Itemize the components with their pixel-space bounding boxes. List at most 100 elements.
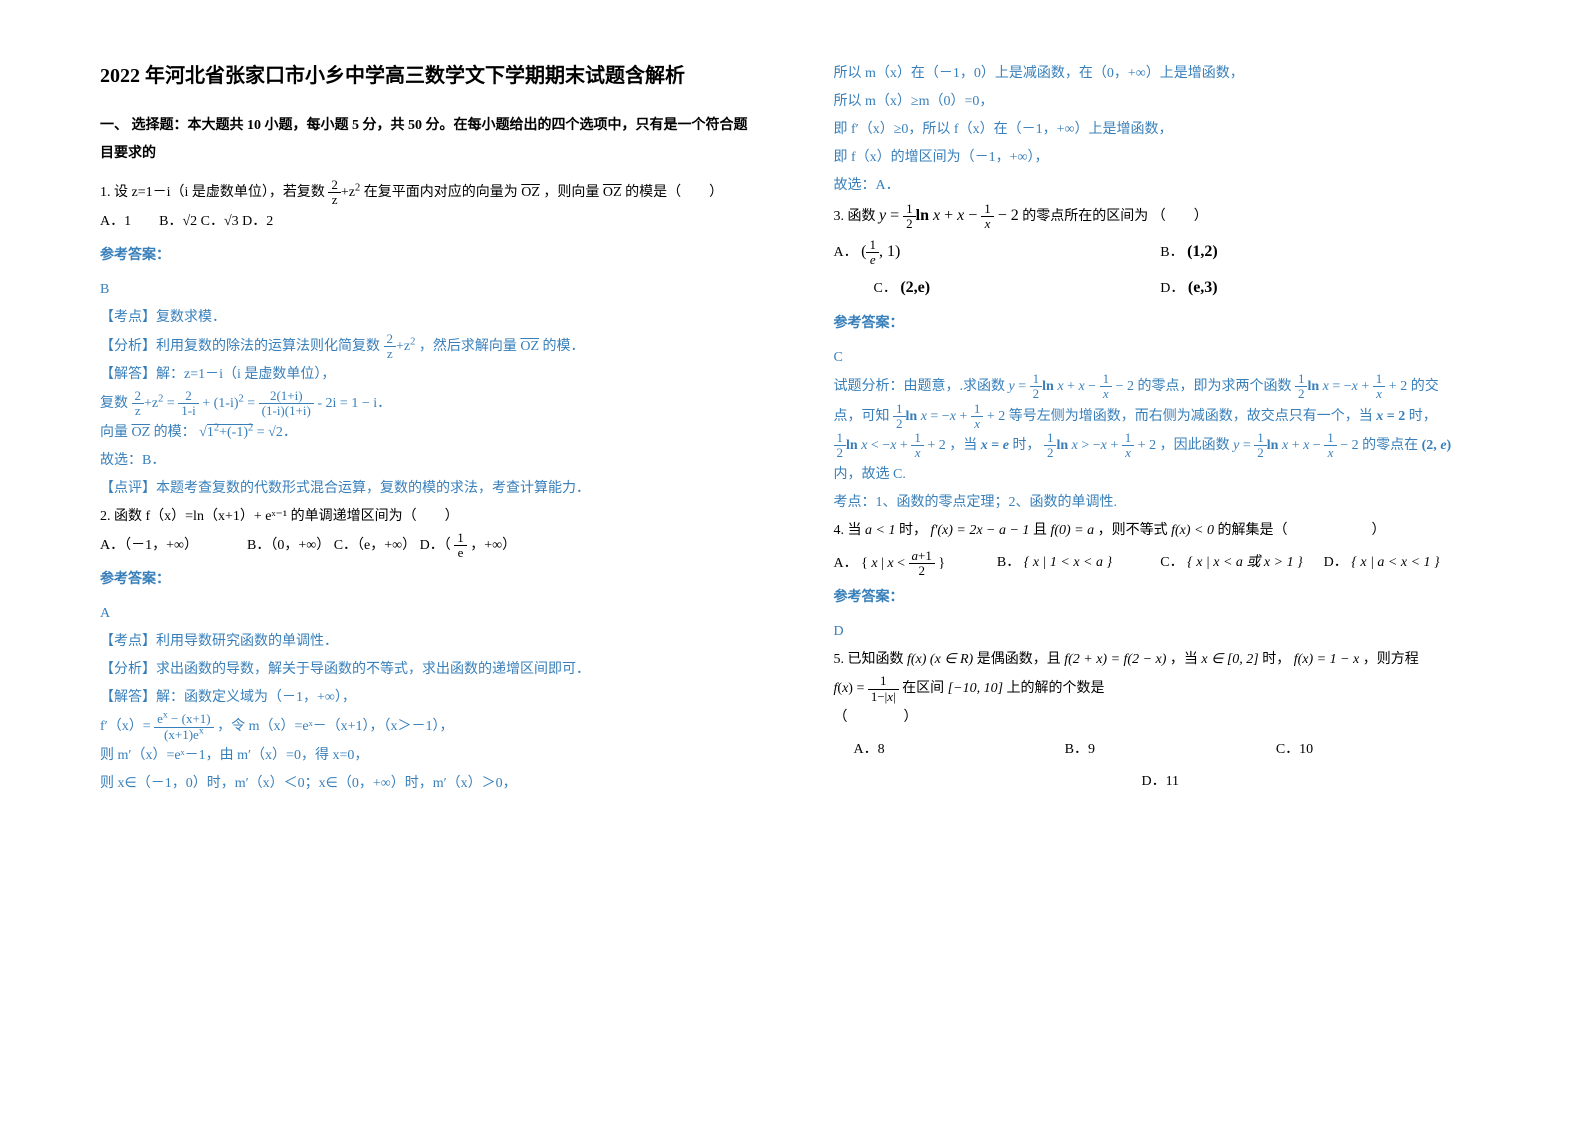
q3-optA-pre: A． bbox=[834, 245, 858, 260]
q2-r2: 所以 m（x）≥m（0）=0， bbox=[834, 88, 1488, 116]
vec-oz-4: OZ bbox=[132, 425, 151, 440]
q3-a2-f: 12ln x = −x + 1x + 2 bbox=[893, 409, 1005, 424]
q5-stem: 5. 已知函数 f(x) (x ∈ R) 是偶函数，且 f(2 + x) = f… bbox=[834, 646, 1488, 674]
q5-l2-int: [−10, 10] bbox=[948, 681, 1003, 696]
q3-a3-f2: 12ln x > −x + 1x + 2 bbox=[1044, 438, 1156, 453]
exam-title: 2022 年河北省张家口市小乡中学高三数学文下学期期末试题含解析 bbox=[100, 60, 754, 92]
q3-optB-val: (1,2) bbox=[1187, 243, 1218, 260]
q3-optB-pre: B． bbox=[1160, 245, 1183, 260]
q3-a3-int: (2, e) bbox=[1422, 438, 1452, 453]
q4-optA: A． bbox=[834, 556, 858, 571]
q3-a3-m3: ，因此函数 bbox=[1160, 438, 1230, 453]
q4-optC: C． bbox=[1160, 555, 1183, 570]
q3-a1-mid: 的零点，即为求两个函数 bbox=[1137, 379, 1291, 394]
q4-answer: D bbox=[834, 618, 1488, 646]
q2-options: A．（－1，+∞） B．（0，+∞） C．（e，+∞） D．（ 1e ，+∞） bbox=[100, 531, 754, 561]
q3-a1-f1: y = 12ln x + x − 1x − 2 bbox=[1009, 379, 1134, 394]
q2-r3: 即 f′（x）≥0，所以 f（x）在（－1，+∞）上是增函数， bbox=[834, 116, 1488, 144]
q4-a: a < 1 bbox=[865, 523, 895, 538]
q3-a3-f1: 12ln x < −x + 1x + 2 bbox=[834, 438, 946, 453]
q5-eq: f(x) = 11−|x| bbox=[834, 681, 899, 696]
q5-s3: f(2 + x) = f(2 − x) bbox=[1064, 652, 1166, 667]
q4-m2: 且 bbox=[1033, 523, 1051, 538]
q1-t5-pre: 向量 bbox=[100, 425, 128, 440]
q3-a2-pre: 点，可知 bbox=[834, 409, 890, 424]
q2-exp-3: 【解答】解：函数定义域为（－1，+∞）， bbox=[100, 684, 754, 712]
q1-exp-2: 【分析】利用复数的除法的运算法则化简复数 2z+z2 ，然后求解向量 OZ 的模… bbox=[100, 332, 754, 362]
q4-optD-v: { x | a < x < 1 } bbox=[1351, 555, 1439, 570]
q3-formula: y = 12ln x + x − 1x − 2 bbox=[879, 207, 1019, 224]
q4-optA-v: { x | x < a+12 } bbox=[861, 556, 945, 571]
q2-t4-pre: f′（x）= bbox=[100, 719, 154, 734]
q1-text-end2: 的模是（ ） bbox=[625, 185, 723, 200]
q2-exp-2: 【分析】求出函数的导数，解关于导函数的不等式，求出函数的递增区间即可． bbox=[100, 656, 754, 684]
q2-r4: 即 f（x）的增区间为（－1，+∞）， bbox=[834, 144, 1488, 172]
q1-t5-end: = √2． bbox=[257, 425, 297, 440]
q5-optB: B．9 bbox=[1065, 742, 1095, 757]
q3-opts-row2: C． (2,e) D． (e,3) bbox=[834, 272, 1488, 304]
q1-stem: 1. 设 z=1－i（i 是虚数单位），若复数 2z+z2 在复平面内对应的向量… bbox=[100, 178, 754, 208]
q1-t4-m1: + (1-i) bbox=[202, 396, 238, 411]
q4-m1: 时， bbox=[899, 523, 927, 538]
q4-f1: f'(x) = 2x − a − 1 bbox=[930, 523, 1029, 538]
q1-text-end: ，则向量 bbox=[543, 185, 599, 200]
q5-line2: f(x) = 11−|x| 在区间 [−10, 10] 上的解的个数是 bbox=[834, 674, 1488, 704]
q1-t5-mid: 的模： bbox=[154, 425, 196, 440]
answer-label-4: 参考答案： bbox=[834, 584, 1488, 612]
q3-a5: 考点：1、函数的零点定理；2、函数的单调性. bbox=[834, 489, 1488, 517]
q3-answer: C bbox=[834, 344, 1488, 372]
q2-opts-pre: A．（－1，+∞） B．（0，+∞） C．（e，+∞） D．（ bbox=[100, 538, 451, 553]
q1-t2-end: 的模． bbox=[543, 339, 585, 354]
q5-pre: 5. 已知函数 bbox=[834, 652, 904, 667]
q3-a2-x2: x = 2 bbox=[1376, 409, 1405, 424]
q2-answer: A bbox=[100, 600, 754, 628]
right-column: 所以 m（x）在（－1，0）上是减函数，在（0，+∞）上是增函数， 所以 m（x… bbox=[834, 60, 1488, 798]
q5-optD: D．11 bbox=[834, 768, 1488, 796]
q3-optC-pre: C． bbox=[874, 281, 897, 296]
q1-t4-pre: 复数 bbox=[100, 396, 128, 411]
vec-oz-3: OZ bbox=[520, 339, 539, 354]
q2-stem: 2. 函数 f（x）=ln（x+1）+ eˣ⁻¹ 的单调递增区间为（ ） bbox=[100, 503, 754, 531]
q1-answer: B bbox=[100, 276, 754, 304]
q2-frac-e: 1e bbox=[454, 531, 467, 561]
vec-oz-1: OZ bbox=[521, 185, 540, 200]
q3-a3-xe: x = e bbox=[981, 438, 1009, 453]
q2-frac-deriv: ex − (x+1)(x+1)ex bbox=[154, 712, 213, 742]
q1-frac-4: 21-i bbox=[178, 389, 198, 419]
q2-opts-post: ，+∞） bbox=[470, 538, 516, 553]
q1-frac-2: 2z bbox=[384, 332, 397, 362]
q3-opts-row1: A． (1e, 1) B． (1,2) bbox=[834, 236, 1488, 268]
q3-post: 的零点所在的区间为 （ ） bbox=[1022, 209, 1208, 224]
q5-s6: 时， bbox=[1262, 652, 1290, 667]
q5-l2-post: 上的解的个数是 bbox=[1007, 681, 1105, 696]
q1-options: A．1 B．√2 C．√3 D．2 bbox=[100, 208, 754, 236]
q1-exp-7: 【点评】本题考查复数的代数形式混合运算，复数的模的求法，考查计算能力． bbox=[100, 475, 754, 503]
q1-exp-5: 向量 OZ 的模： √12+(-1)2 = √2． bbox=[100, 419, 754, 447]
q1-t4-end: = 1 − i． bbox=[340, 396, 391, 411]
q3-a3-m1: ，当 bbox=[949, 438, 977, 453]
q4-post: 的解集是（ ） bbox=[1217, 523, 1385, 538]
q3-a3: 12ln x < −x + 1x + 2 ，当 x = e 时， 12ln x … bbox=[834, 431, 1488, 461]
q5-optA: A．8 bbox=[854, 742, 885, 757]
answer-label-3: 参考答案： bbox=[834, 310, 1488, 338]
q1-exp-6: 故选：B． bbox=[100, 447, 754, 475]
q4-m3: ，则不等式 bbox=[1098, 523, 1168, 538]
answer-label-1: 参考答案： bbox=[100, 242, 754, 270]
q5-s4: ，当 bbox=[1170, 652, 1198, 667]
q3-pre: 3. 函数 bbox=[834, 209, 876, 224]
q2-exp-6: 则 x∈（－1，0）时，m′（x）＜0；x∈（0，+∞）时，m′（x）＞0， bbox=[100, 770, 754, 798]
q3-a2-end: 时， bbox=[1409, 409, 1437, 424]
left-column: 2022 年河北省张家口市小乡中学高三数学文下学期期末试题含解析 一、 选择题：… bbox=[100, 60, 754, 798]
q2-exp-1: 【考点】利用导数研究函数的单调性． bbox=[100, 628, 754, 656]
q3-optC-val: (2,e) bbox=[900, 279, 930, 296]
q1-t4-eq: = bbox=[167, 396, 178, 411]
q3-optA-val: (1e, 1) bbox=[861, 243, 900, 260]
q3-optD-pre: D． bbox=[1160, 281, 1184, 296]
q1-t2-pre: 【分析】利用复数的除法的运算法则化简复数 bbox=[100, 339, 380, 354]
q1-text-post: 在复平面内对应的向量为 bbox=[364, 185, 518, 200]
q5-s1: f(x) (x ∈ R) bbox=[907, 652, 973, 667]
q4-optB: B． bbox=[997, 555, 1020, 570]
q5-s5: x ∈ [0, 2] bbox=[1201, 652, 1258, 667]
q5-s2: 是偶函数，且 bbox=[977, 652, 1061, 667]
q1-exp-4: 复数 2z+z2 = 21-i + (1-i)2 = 2(1+i)(1-i)(1… bbox=[100, 389, 754, 419]
